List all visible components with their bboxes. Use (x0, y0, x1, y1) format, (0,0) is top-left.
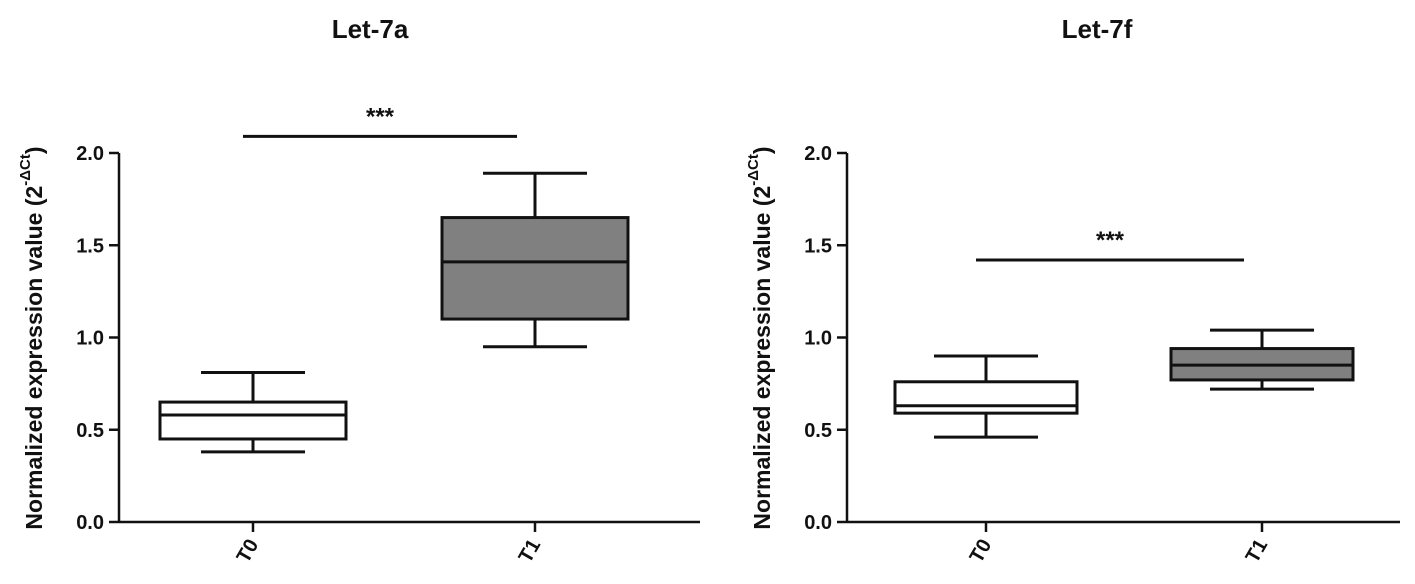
y-tick-label: 1.5 (76, 235, 104, 257)
box-t0 (158, 371, 348, 454)
chart-panel-let-7f: Let-7f Normalized expression value (2-ΔC… (745, 14, 1400, 567)
box-t1 (440, 171, 630, 349)
chart-panel-let-7a: Let-7a Normalized expression value (2-ΔC… (17, 14, 700, 567)
y-axis-label: Normalized expression value (2-ΔCt) (17, 146, 47, 529)
y-axis-label-main: Normalized expression value (2 (749, 186, 775, 530)
y-tick-label: 1.0 (76, 328, 104, 350)
y-axis-label: Normalized expression value (2-ΔCt) (745, 146, 775, 529)
box-iqr (158, 400, 348, 441)
x-tick-label: T1 (515, 536, 546, 567)
y-axis-label-superscript: -ΔCt (17, 154, 34, 186)
y-tick-label: 1.5 (804, 235, 832, 257)
x-tick-label: T1 (1242, 536, 1273, 567)
box-t1 (1169, 328, 1355, 391)
x-tick-label: T0 (966, 536, 997, 567)
y-tick-label: 0.5 (76, 420, 104, 442)
y-tick-label: 0.0 (76, 512, 104, 534)
chart-title: Let-7a (332, 14, 409, 44)
y-tick-label: 2.0 (76, 143, 104, 165)
y-tick-label: 1.0 (804, 328, 832, 350)
y-tick-label: 0.5 (804, 420, 832, 442)
box-iqr (893, 380, 1079, 415)
box-iqr (440, 216, 630, 321)
y-axis-label-superscript: -ΔCt (745, 154, 762, 186)
y-axis-label-close: ) (21, 146, 47, 154)
plot-area: 0.0 0.5 1.0 1.5 2.0 T0 T1 *** (76, 103, 700, 567)
x-tick-label: T0 (233, 536, 264, 567)
y-tick-label: 2.0 (804, 143, 832, 165)
y-tick-label: 0.0 (804, 512, 832, 534)
significance-label: *** (1096, 227, 1125, 254)
significance-label: *** (366, 103, 395, 130)
chart-title: Let-7f (1062, 14, 1133, 44)
y-axis-label-close: ) (749, 146, 775, 154)
plot-area: 0.0 0.5 1.0 1.5 2.0 T0 T1 *** (804, 143, 1400, 567)
y-axis-label-main: Normalized expression value (2 (21, 186, 47, 530)
box-t0 (893, 354, 1079, 439)
